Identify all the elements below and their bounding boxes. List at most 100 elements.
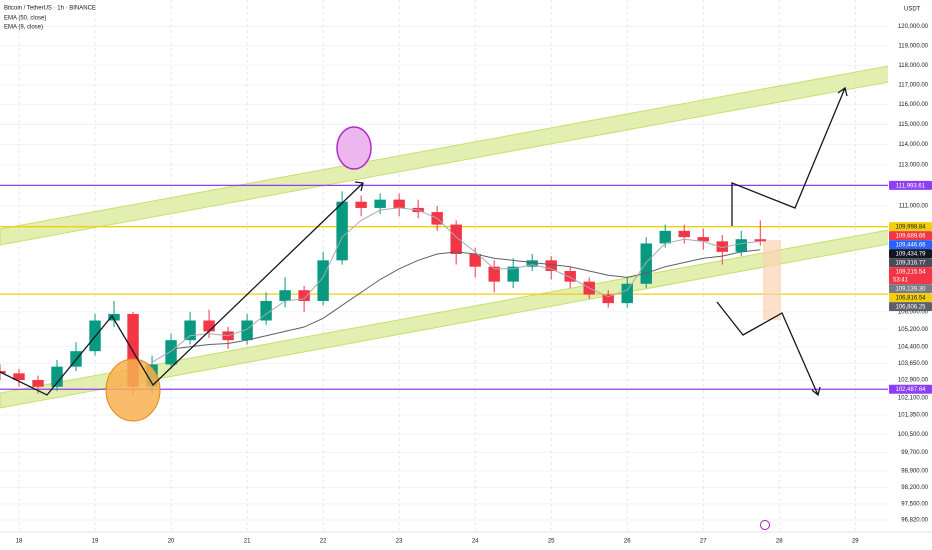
y-tick-label: 102,100.00 — [898, 396, 929, 402]
candle-body — [203, 320, 215, 332]
highlight-circle — [336, 126, 372, 170]
candle-body — [735, 239, 747, 252]
y-tick-label: 103,650.00 — [898, 361, 929, 367]
candle-body — [507, 266, 519, 282]
candle-body — [108, 313, 120, 321]
legend-entry: EMA (50, close) — [4, 16, 46, 22]
y-tick-label: 111,000.00 — [899, 203, 929, 209]
y-tick-label: 115,000.00 — [898, 122, 928, 128]
price-tag-label: 109,316.77 — [895, 261, 926, 267]
x-tick-label: 21 — [244, 539, 251, 545]
levels — [0, 184, 888, 390]
x-tick-label: 26 — [624, 539, 631, 545]
price-tag — [889, 284, 932, 294]
x-tick-label: 23 — [396, 539, 403, 545]
y-tick-label: 105,200.00 — [898, 327, 929, 333]
y-tick-label: 117,000.00 — [898, 82, 928, 88]
y-tick-label: 98,200.00 — [901, 485, 928, 491]
y-tick-label: 102,900.00 — [898, 378, 929, 384]
candle-body — [298, 290, 310, 301]
price-tag — [889, 180, 932, 190]
y-tick-label: 100,500.00 — [898, 432, 929, 438]
y-tick-label: 114,000.00 — [898, 142, 928, 148]
candle-body — [336, 201, 348, 261]
candle-body — [165, 340, 177, 365]
candle-body — [697, 237, 709, 242]
price-tag-label: 109,434.79 — [895, 252, 926, 258]
x-tick-label: 28 — [776, 539, 783, 545]
x-tick-label: 27 — [700, 539, 707, 545]
price-tag-label: 106,816.54 — [895, 296, 926, 302]
x-tick-label: 29 — [852, 539, 859, 545]
candle-body — [659, 230, 671, 244]
y-tick-label: 120,000.00 — [898, 24, 929, 30]
candle-body — [621, 283, 633, 304]
candle-body — [393, 199, 405, 208]
x-tick-label: 18 — [16, 539, 23, 545]
price-tag — [889, 222, 932, 232]
candle-body — [13, 373, 25, 381]
upper-channel — [0, 57, 932, 246]
price-tag-label: 109,446.66 — [895, 243, 926, 249]
price-tag — [889, 249, 932, 259]
candle-body — [602, 294, 614, 304]
price-tag-label: 102,487.64 — [895, 387, 926, 393]
price-tag-label: 109,215.54 — [895, 270, 926, 276]
x-tick-label: 25 — [548, 539, 555, 545]
axis-labels: 120,000.00 119,000.00 118,000.00 117,000.00… — [16, 24, 932, 545]
price-tag — [889, 302, 932, 312]
drawings — [0, 86, 848, 397]
path-arrow — [716, 301, 819, 396]
countdown: 53:41 — [893, 278, 909, 284]
y-tick-label: 96,820.00 — [901, 518, 928, 524]
price-tag — [889, 384, 932, 394]
candle-body — [469, 253, 481, 267]
price-tag — [889, 258, 932, 268]
candle-body — [545, 260, 557, 271]
candle-body — [355, 201, 367, 208]
position-box — [763, 240, 781, 320]
price-tag — [889, 240, 932, 250]
candle-body — [716, 241, 728, 252]
y-tick-label: 113,000.00 — [898, 162, 928, 168]
price-tag — [889, 293, 932, 303]
event-icon[interactable] — [760, 520, 770, 530]
candle-body — [0, 371, 6, 374]
price-tag-label: 109,689.66 — [895, 234, 926, 240]
x-tick-label: 22 — [320, 539, 327, 545]
path-arrow — [731, 87, 846, 226]
legend-entry: EMA (9, close) — [4, 25, 43, 31]
price-tag — [889, 267, 932, 285]
lower-channel — [0, 221, 932, 409]
x-tick-label: 19 — [92, 539, 99, 545]
candle-body — [754, 239, 766, 242]
x-tick-label: 24 — [472, 539, 479, 545]
y-tick-label: 104,400.00 — [898, 344, 929, 350]
y-tick-label: 118,000.00 — [898, 63, 928, 69]
currency-label: USDT — [904, 7, 921, 13]
candle-body — [241, 320, 253, 341]
candle-body — [678, 230, 690, 238]
x-tick-label: 20 — [168, 539, 175, 545]
candle-body — [564, 270, 576, 282]
ema-line — [171, 249, 761, 350]
candle-body — [260, 300, 272, 321]
price-tag-label: 111,993.61 — [896, 183, 926, 189]
candle-body — [184, 320, 196, 341]
candle-body — [51, 366, 63, 387]
candle-body — [526, 260, 538, 267]
candle-body — [317, 260, 329, 301]
arrow-head — [354, 181, 364, 192]
path-arrow — [0, 182, 364, 396]
y-tick-label: 99,700.00 — [901, 450, 928, 456]
y-tick-label: 116,000.00 — [898, 102, 928, 108]
highlight-circle — [105, 358, 161, 422]
y-tick-label: 101,350.00 — [898, 412, 929, 418]
chart-title: Bitcoin / TetherUS · 1h · BINANCE — [4, 6, 96, 12]
y-tick-label: 106,000.00 — [898, 309, 929, 315]
arrow-head — [811, 386, 821, 397]
candle-body — [32, 380, 44, 387]
price-tag — [889, 231, 932, 241]
